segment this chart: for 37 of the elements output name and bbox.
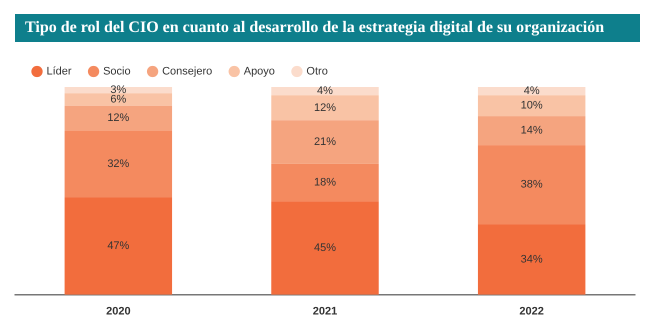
data-label: 4% <box>317 85 334 98</box>
x-tick-label: 2022 <box>519 305 544 318</box>
data-label: 45% <box>314 242 336 254</box>
data-label: 21% <box>314 136 336 148</box>
bar <box>478 145 586 224</box>
bar <box>478 95 586 116</box>
legend-label: Otro <box>306 66 328 78</box>
data-label: 32% <box>107 158 130 170</box>
bar <box>64 93 172 106</box>
legend-label: Consejero <box>162 66 212 78</box>
chart-title: Tipo de rol del CIO en cuanto al desarrollo de la estrategia digital de su organización <box>15 14 640 42</box>
bar <box>271 164 379 202</box>
data-label: 4% <box>524 85 540 98</box>
bar <box>478 224 586 295</box>
bar <box>271 120 379 164</box>
bar <box>271 201 379 295</box>
data-label: 12% <box>107 112 130 124</box>
data-label: 38% <box>520 178 543 191</box>
bar <box>271 95 379 120</box>
bar <box>64 130 172 198</box>
data-label: 34% <box>520 254 543 266</box>
data-label: 18% <box>314 176 336 189</box>
bar <box>64 106 172 131</box>
data-label: 47% <box>107 240 130 252</box>
bar <box>64 197 172 295</box>
legend-label: Apoyo <box>244 66 275 78</box>
data-label: 6% <box>110 94 126 106</box>
x-tick-label: 2020 <box>106 305 131 318</box>
legend-label: Socio <box>103 66 131 78</box>
data-label: 14% <box>520 124 543 137</box>
legend-label: Líder <box>46 66 72 78</box>
x-tick-label: 2021 <box>312 305 338 318</box>
data-label: 10% <box>520 100 543 112</box>
data-label: 12% <box>314 102 336 114</box>
bar <box>478 116 586 146</box>
bar <box>271 87 379 96</box>
bar <box>478 87 586 96</box>
